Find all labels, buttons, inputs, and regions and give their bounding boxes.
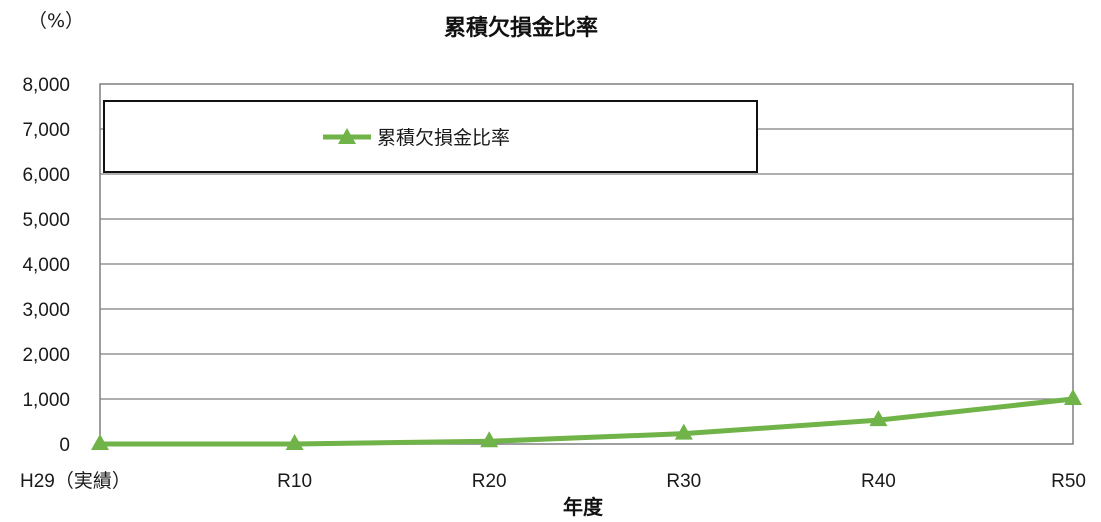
legend-box [103, 100, 758, 173]
y-tick-label: 2,000 [22, 345, 70, 366]
y-tick-label: 1,000 [22, 390, 70, 411]
y-axis-ticks: 0 1,000 2,000 3,000 4,000 5,000 6,000 7,000 8,00… [22, 75, 70, 456]
legend-triangle-marker [338, 128, 356, 144]
legend: 累積欠損金比率 [103, 100, 758, 173]
x-axis-label: 年度 [563, 495, 604, 519]
y-tick-label: 6,000 [22, 165, 70, 186]
x-tick-label: R30 [666, 471, 701, 492]
chart-title: 累積欠損金比率 [444, 15, 598, 41]
series-line [100, 396, 1074, 447]
y-tick-label: 8,000 [22, 75, 70, 96]
x-tick-label: R40 [861, 471, 896, 492]
y-unit-label: （%） [28, 10, 84, 32]
series-point [91, 434, 109, 450]
series-point [285, 434, 304, 450]
series-point [869, 410, 888, 427]
x-tick-label: H29（実績） [20, 470, 131, 492]
series-point [1064, 389, 1082, 405]
plot-area-border [99, 83, 1074, 445]
series-point [480, 431, 499, 448]
y-tick-label: 0 [59, 435, 70, 456]
legend-label: 累積欠損金比率 [377, 127, 510, 149]
x-axis-ticks: H29（実績） R10 R20 R30 R40 R50 [20, 470, 1086, 492]
x-tick-label: R20 [472, 471, 507, 492]
x-tick-label: R10 [277, 471, 312, 492]
x-tick-label: R50 [1051, 471, 1086, 492]
series-layer [91, 389, 1082, 450]
series-point [674, 423, 693, 440]
y-tick-label: 7,000 [22, 120, 70, 141]
y-tick-label: 5,000 [22, 210, 70, 231]
y-tick-label: 3,000 [22, 300, 70, 321]
y-tick-label: 4,000 [22, 255, 70, 276]
